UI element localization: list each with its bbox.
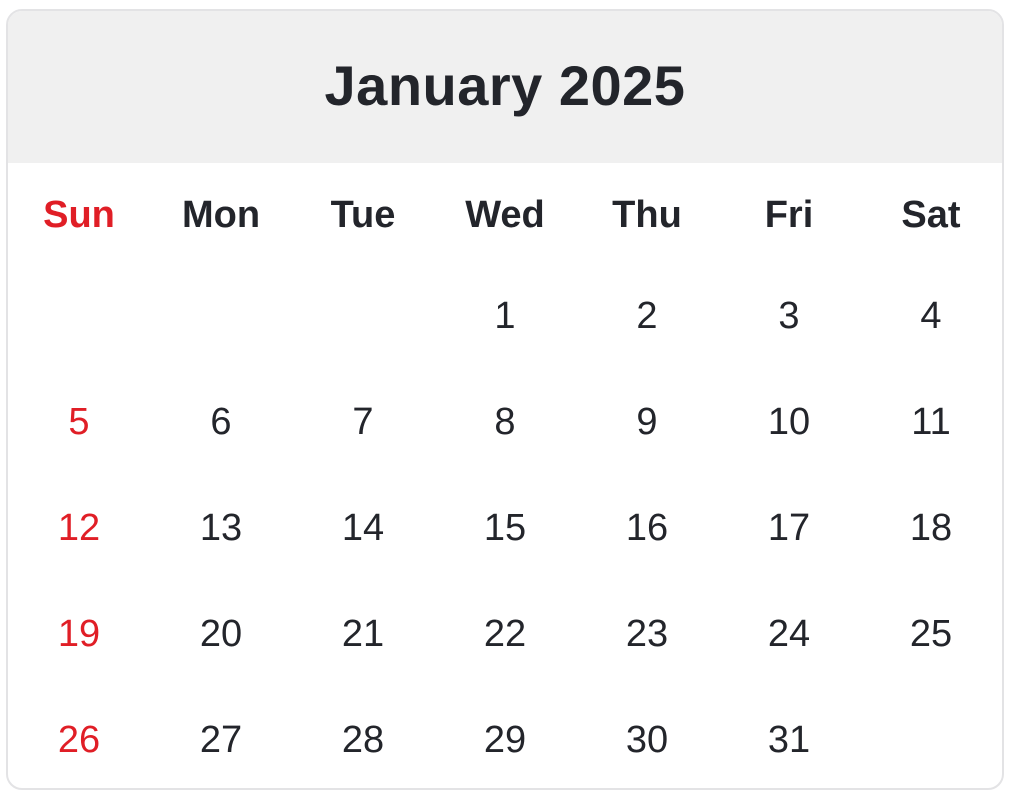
- day-cell[interactable]: 25: [909, 612, 953, 655]
- days-grid: 1 2 3 4 5 6 7 8 9 10 11 12 13 14 15 16 1…: [8, 263, 1002, 788]
- day-cell[interactable]: 21: [341, 612, 385, 655]
- weekday-mon: Mon: [181, 193, 261, 236]
- day-cell[interactable]: 6: [210, 400, 232, 443]
- day-cell[interactable]: 31: [767, 718, 811, 761]
- day-cell: [150, 263, 292, 369]
- weekday-sun: Sun: [43, 193, 115, 236]
- day-cell[interactable]: 3: [778, 294, 800, 337]
- day-cell[interactable]: 5: [68, 400, 90, 443]
- weekday-fri: Fri: [764, 193, 814, 236]
- day-cell[interactable]: 9: [636, 400, 658, 443]
- day-cell[interactable]: 26: [57, 718, 101, 761]
- day-cell[interactable]: 29: [483, 718, 527, 761]
- day-cell: [860, 687, 1002, 788]
- day-cell[interactable]: 11: [911, 400, 951, 443]
- weekday-thu: Thu: [612, 193, 682, 236]
- day-cell[interactable]: 28: [341, 718, 385, 761]
- day-cell[interactable]: 23: [625, 612, 669, 655]
- day-cell[interactable]: 10: [767, 400, 811, 443]
- day-cell[interactable]: 22: [483, 612, 527, 655]
- day-cell: [292, 263, 434, 369]
- calendar-header: January 2025: [8, 11, 1002, 163]
- weekday-header-row: Sun Mon Tue Wed Thu Fri Sat: [8, 163, 1002, 263]
- month-title: January 2025: [324, 53, 686, 117]
- day-cell[interactable]: 2: [636, 294, 658, 337]
- day-cell[interactable]: 4: [920, 294, 942, 337]
- weekday-tue: Tue: [330, 193, 396, 236]
- day-cell: [8, 263, 150, 369]
- day-cell[interactable]: 19: [57, 612, 101, 655]
- day-cell[interactable]: 7: [352, 400, 374, 443]
- day-cell[interactable]: 16: [625, 506, 669, 549]
- day-cell[interactable]: 1: [494, 294, 516, 337]
- day-cell[interactable]: 24: [767, 612, 811, 655]
- day-cell[interactable]: 13: [199, 506, 243, 549]
- day-cell[interactable]: 17: [767, 506, 811, 549]
- calendar-card: January 2025 Sun Mon Tue Wed Thu Fri Sat…: [6, 9, 1004, 790]
- day-cell[interactable]: 20: [199, 612, 243, 655]
- day-cell[interactable]: 8: [494, 400, 516, 443]
- day-cell[interactable]: 27: [199, 718, 243, 761]
- day-cell[interactable]: 14: [341, 506, 385, 549]
- weekday-sat: Sat: [901, 193, 961, 236]
- day-cell[interactable]: 30: [625, 718, 669, 761]
- day-cell[interactable]: 18: [909, 506, 953, 549]
- day-cell[interactable]: 12: [57, 506, 101, 549]
- weekday-wed: Wed: [465, 193, 545, 236]
- day-cell[interactable]: 15: [483, 506, 527, 549]
